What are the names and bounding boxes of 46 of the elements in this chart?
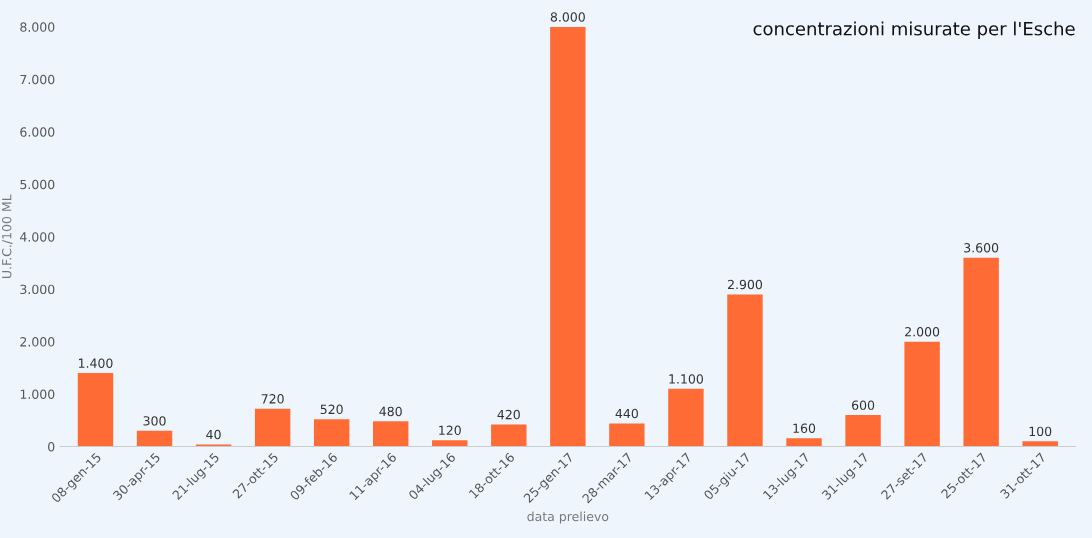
y-tick-label: 8.000 bbox=[20, 22, 55, 32]
bar bbox=[136, 430, 173, 447]
bar bbox=[727, 294, 763, 447]
data-label: 1.400 bbox=[78, 358, 113, 368]
data-label: 300 bbox=[143, 416, 166, 426]
data-label: 420 bbox=[497, 409, 520, 420]
bar bbox=[668, 388, 704, 447]
data-label: 720 bbox=[261, 394, 284, 404]
data-label: 600 bbox=[852, 400, 875, 410]
bar bbox=[845, 415, 881, 447]
y-tick-label: 5.000 bbox=[20, 179, 55, 190]
data-label: 480 bbox=[379, 406, 402, 417]
y-tick-label: 3.000 bbox=[20, 284, 55, 295]
bar bbox=[904, 341, 940, 447]
x-axis-title: data prelievo bbox=[527, 511, 609, 524]
bar bbox=[372, 421, 409, 447]
data-label: 100 bbox=[1029, 426, 1052, 437]
bar bbox=[786, 438, 822, 447]
bar bbox=[254, 408, 291, 447]
y-axis-title: U.F.C./100 ML bbox=[1, 194, 13, 279]
data-label: 1.100 bbox=[669, 374, 703, 384]
y-tick-label: 0 bbox=[48, 442, 55, 452]
bar bbox=[609, 423, 645, 447]
data-label: 2.900 bbox=[728, 279, 763, 290]
data-label: 2.000 bbox=[905, 326, 940, 337]
y-tick-label: 1.000 bbox=[20, 389, 55, 400]
data-label: 40 bbox=[206, 429, 221, 440]
data-label: 440 bbox=[615, 408, 638, 419]
y-tick-label: 7.000 bbox=[20, 74, 55, 85]
y-tick-label: 4.000 bbox=[20, 232, 55, 242]
y-tick-label: 6.000 bbox=[20, 127, 55, 137]
data-label: 8.000 bbox=[550, 12, 585, 22]
y-tick-label: 2.000 bbox=[20, 337, 55, 347]
bar bbox=[432, 440, 468, 447]
data-label: 520 bbox=[320, 404, 343, 415]
bar bbox=[1022, 441, 1058, 447]
bar bbox=[313, 419, 350, 447]
bar bbox=[963, 257, 999, 447]
annotation: concentrazioni misurate per l'Esche bbox=[753, 21, 1075, 39]
data-label: 120 bbox=[439, 425, 461, 436]
bar bbox=[195, 444, 232, 447]
bar bbox=[491, 424, 527, 447]
bar bbox=[550, 26, 586, 447]
bar bbox=[77, 373, 114, 447]
data-label: 3.600 bbox=[964, 243, 999, 253]
data-label: 160 bbox=[793, 423, 816, 433]
